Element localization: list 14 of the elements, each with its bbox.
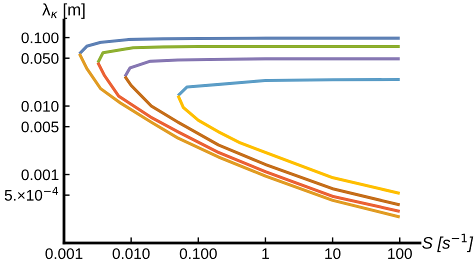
- y-tick-label: 0.001: [22, 169, 58, 180]
- x-tick-label: 1: [262, 248, 269, 259]
- x-axis-title: S [s$^{−1}$]: [422, 234, 474, 252]
- y-tick-label: 0.010: [22, 100, 59, 112]
- x-tick-label: 0.010: [112, 248, 150, 260]
- y-axis-title: λ$_{κ}$ [m]: [42, 3, 85, 19]
- x-tick-label: 0.100: [180, 248, 217, 260]
- y-tick-label: 0.050: [22, 53, 59, 64]
- y-tick-label: 5.×10$^{−4}$: [4, 186, 58, 201]
- y-tick-label: 0.100: [22, 32, 59, 44]
- x-tick-label: 0.001: [45, 248, 82, 260]
- x-tick-label: 10: [325, 248, 340, 260]
- x-tick-label: 100: [388, 248, 412, 260]
- y-tick-label: 0.005: [22, 122, 58, 132]
